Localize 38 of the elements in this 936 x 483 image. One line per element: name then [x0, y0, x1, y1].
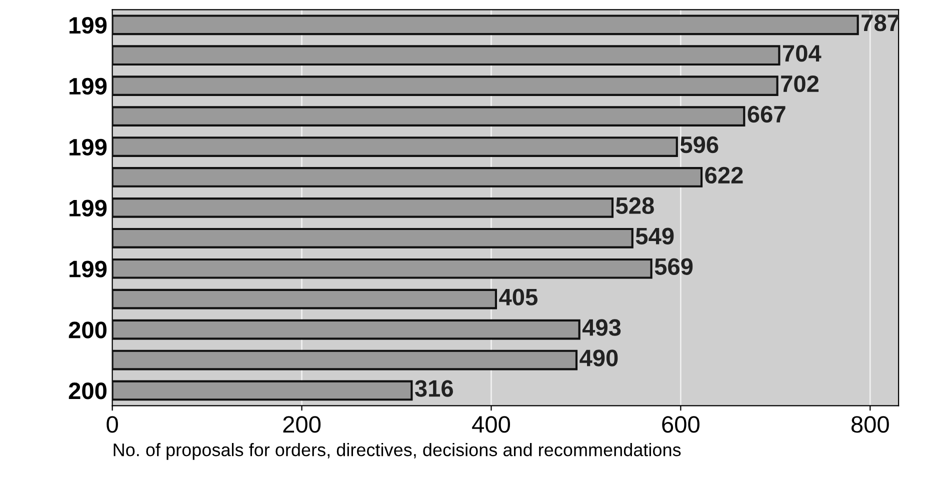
bar — [112, 319, 580, 340]
x-tick-label: 800 — [851, 416, 889, 433]
data-label: 549 — [636, 228, 674, 244]
data-label: 490 — [580, 350, 618, 366]
data-label: 702 — [781, 75, 819, 92]
y-tick-label: 199 — [70, 16, 107, 34]
data-label: 622 — [705, 166, 743, 184]
data-label: 569 — [654, 258, 693, 275]
bar — [112, 380, 413, 401]
bar — [112, 136, 678, 157]
data-label: 596 — [680, 136, 718, 154]
y-tick-label: 199 — [70, 78, 107, 95]
x-tick-label: 600 — [662, 416, 700, 433]
bar — [112, 258, 652, 279]
data-label: 493 — [582, 319, 621, 336]
bar — [112, 14, 859, 36]
x-tick-label: 200 — [283, 416, 321, 433]
bar — [112, 350, 578, 370]
data-label: 704 — [782, 44, 822, 62]
data-label: 528 — [616, 197, 654, 214]
data-label: 667 — [748, 106, 786, 123]
bar — [112, 228, 634, 248]
y-tick-label: 199 — [70, 200, 107, 216]
x-axis-title: No. of proposals for orders, directives, decisions and recommendations — [114, 443, 681, 460]
bar — [112, 76, 778, 96]
bar — [112, 198, 614, 218]
bar — [112, 167, 703, 188]
y-tick-label: 199 — [70, 138, 107, 156]
bar — [112, 106, 746, 126]
data-label: 316 — [414, 380, 453, 397]
bar — [112, 45, 780, 66]
data-label: 405 — [499, 288, 538, 306]
x-tick-label: 0 — [106, 416, 118, 433]
x-tick-label: 400 — [472, 416, 510, 433]
y-tick-label: 199 — [70, 260, 107, 278]
bar — [112, 288, 498, 310]
y-tick-label: 200 — [68, 322, 106, 338]
y-tick-label: 200 — [68, 382, 106, 400]
